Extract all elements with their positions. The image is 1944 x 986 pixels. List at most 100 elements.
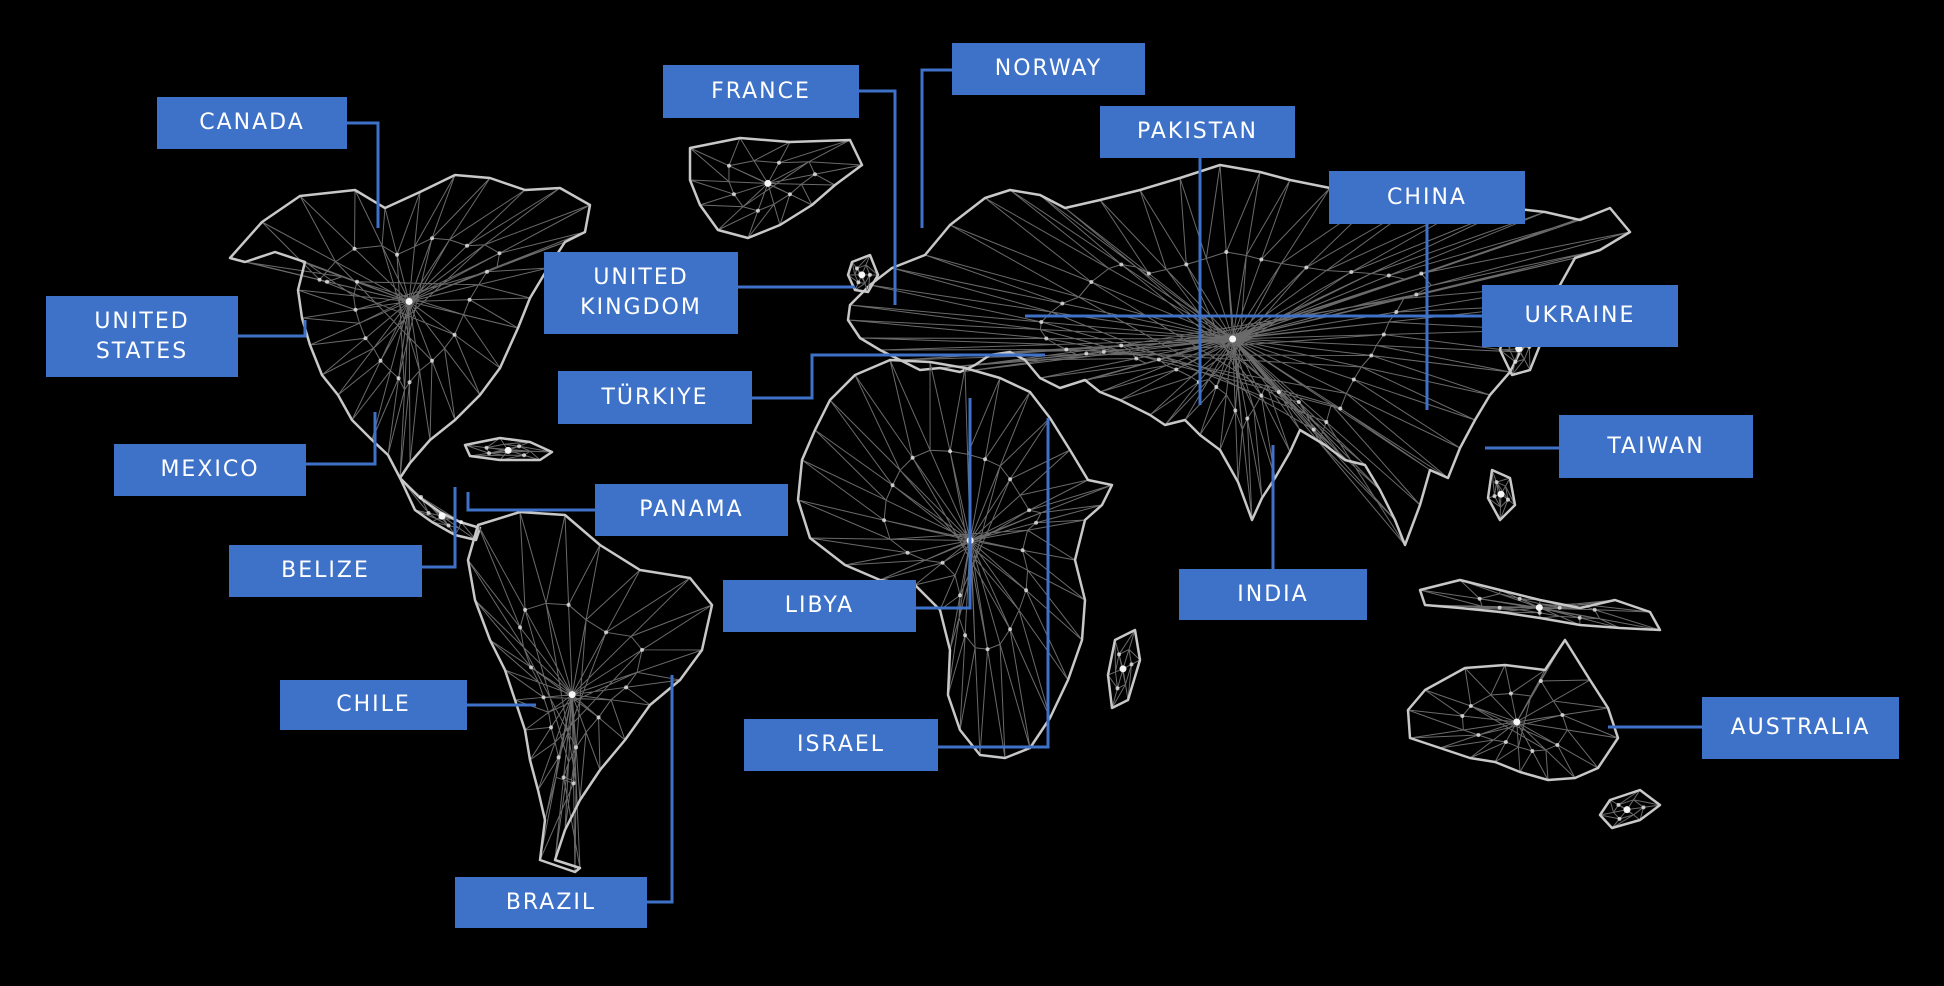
mesh-node	[867, 272, 872, 277]
label-canada[interactable]: CANADA	[157, 97, 347, 149]
mesh-node	[1494, 480, 1499, 485]
mesh-node	[1044, 336, 1049, 341]
label-ukraine[interactable]: UKRAINE	[1482, 285, 1678, 347]
africa-mesh	[797, 359, 1113, 759]
connector-united-states	[238, 320, 307, 338]
mesh-node	[549, 725, 554, 730]
mesh-node	[1060, 301, 1065, 306]
label-united-kingdom[interactable]: UNITED KINGDOM	[544, 252, 738, 334]
mesh-node	[1351, 377, 1356, 382]
mesh-node	[1577, 615, 1582, 620]
mesh-node	[1119, 343, 1124, 348]
mesh-node	[363, 336, 368, 341]
label-belize[interactable]: BELIZE	[229, 545, 422, 597]
connector-brazil	[647, 675, 674, 904]
mesh-node	[484, 445, 489, 450]
mesh-node	[604, 630, 609, 635]
mesh-node	[1233, 408, 1238, 413]
mesh-node	[541, 695, 546, 700]
mesh-node	[1229, 335, 1237, 343]
mesh-node	[523, 607, 528, 612]
greenland-mesh	[689, 137, 863, 239]
mesh-node	[1259, 393, 1264, 398]
mesh-node	[890, 483, 895, 488]
mesh-node	[1296, 400, 1301, 405]
connector-turkiye	[752, 353, 1045, 400]
central-america-outline	[398, 476, 482, 542]
mesh-node	[1560, 712, 1565, 717]
mesh-node	[446, 523, 451, 528]
mesh-node	[1460, 713, 1465, 718]
label-israel[interactable]: ISRAEL	[744, 719, 938, 771]
mesh-node	[1174, 367, 1179, 372]
mesh-node	[1101, 350, 1106, 355]
mesh-node	[1508, 691, 1513, 696]
label-india[interactable]: INDIA	[1179, 569, 1367, 620]
mesh-node	[1184, 262, 1189, 267]
mesh-node	[452, 332, 457, 337]
mesh-node	[1311, 427, 1316, 432]
mesh-node	[459, 520, 463, 525]
connectors	[238, 68, 1702, 904]
mesh-node	[1530, 748, 1535, 753]
mesh-node	[1538, 678, 1543, 683]
mesh-node	[504, 446, 512, 454]
mesh-node	[1224, 250, 1229, 255]
mesh-node	[854, 266, 859, 271]
eurasia	[846, 163, 1632, 547]
north-america	[228, 173, 592, 480]
connector-mexico	[306, 412, 377, 466]
label-panama[interactable]: PANAMA	[595, 484, 788, 536]
mesh-node	[518, 625, 523, 630]
africa	[796, 358, 1114, 760]
mesh-node	[1419, 271, 1424, 276]
label-united-states[interactable]: UNITED STATES	[46, 296, 238, 377]
mesh-node	[858, 271, 866, 279]
mesh-node	[1304, 265, 1309, 270]
mesh-node	[948, 449, 953, 454]
label-brazil[interactable]: BRAZIL	[455, 877, 647, 928]
label-pakistan[interactable]: PAKISTAN	[1100, 106, 1295, 158]
label-libya[interactable]: LIBYA	[723, 580, 916, 632]
mesh-node	[596, 715, 601, 720]
connector-libya	[916, 398, 972, 610]
uk-ireland-outline	[846, 253, 880, 294]
mesh-node	[1497, 490, 1505, 498]
mesh-node	[1146, 271, 1151, 276]
label-mexico[interactable]: MEXICO	[114, 444, 306, 496]
connector-israel	[938, 418, 1050, 749]
indonesia-outline	[1418, 578, 1662, 632]
mesh-node	[487, 451, 492, 456]
mesh-node	[1503, 739, 1508, 744]
mesh-node	[497, 251, 502, 256]
mesh-node	[1476, 732, 1481, 737]
connector-norway	[920, 68, 952, 228]
mesh-node	[517, 444, 522, 449]
mesh-node	[1414, 292, 1419, 297]
connector-belize	[422, 487, 457, 569]
mesh-node	[1506, 497, 1510, 502]
continents	[228, 136, 1662, 874]
mesh-node	[1386, 273, 1391, 278]
mesh-node	[1027, 508, 1032, 513]
mesh-node	[963, 633, 968, 638]
label-australia[interactable]: AUSTRALIA	[1702, 697, 1899, 759]
label-chile[interactable]: CHILE	[280, 680, 467, 730]
mesh-node	[1156, 357, 1161, 362]
mesh-node	[1064, 347, 1069, 352]
mesh-node	[882, 518, 887, 523]
mesh-node	[1245, 416, 1250, 421]
mesh-node	[1034, 520, 1039, 525]
label-turkiye[interactable]: TÜRKIYE	[558, 371, 752, 424]
mesh-node	[395, 252, 400, 257]
mesh-node	[776, 160, 781, 165]
label-norway[interactable]: NORWAY	[952, 43, 1145, 95]
mesh-node	[1557, 605, 1562, 610]
label-china[interactable]: CHINA	[1329, 171, 1525, 224]
new-zealand-outline	[1598, 788, 1662, 830]
uk-ireland	[846, 253, 880, 294]
label-taiwan[interactable]: TAIWAN	[1559, 415, 1753, 478]
mesh-node	[325, 279, 330, 284]
label-france[interactable]: FRANCE	[663, 65, 859, 118]
